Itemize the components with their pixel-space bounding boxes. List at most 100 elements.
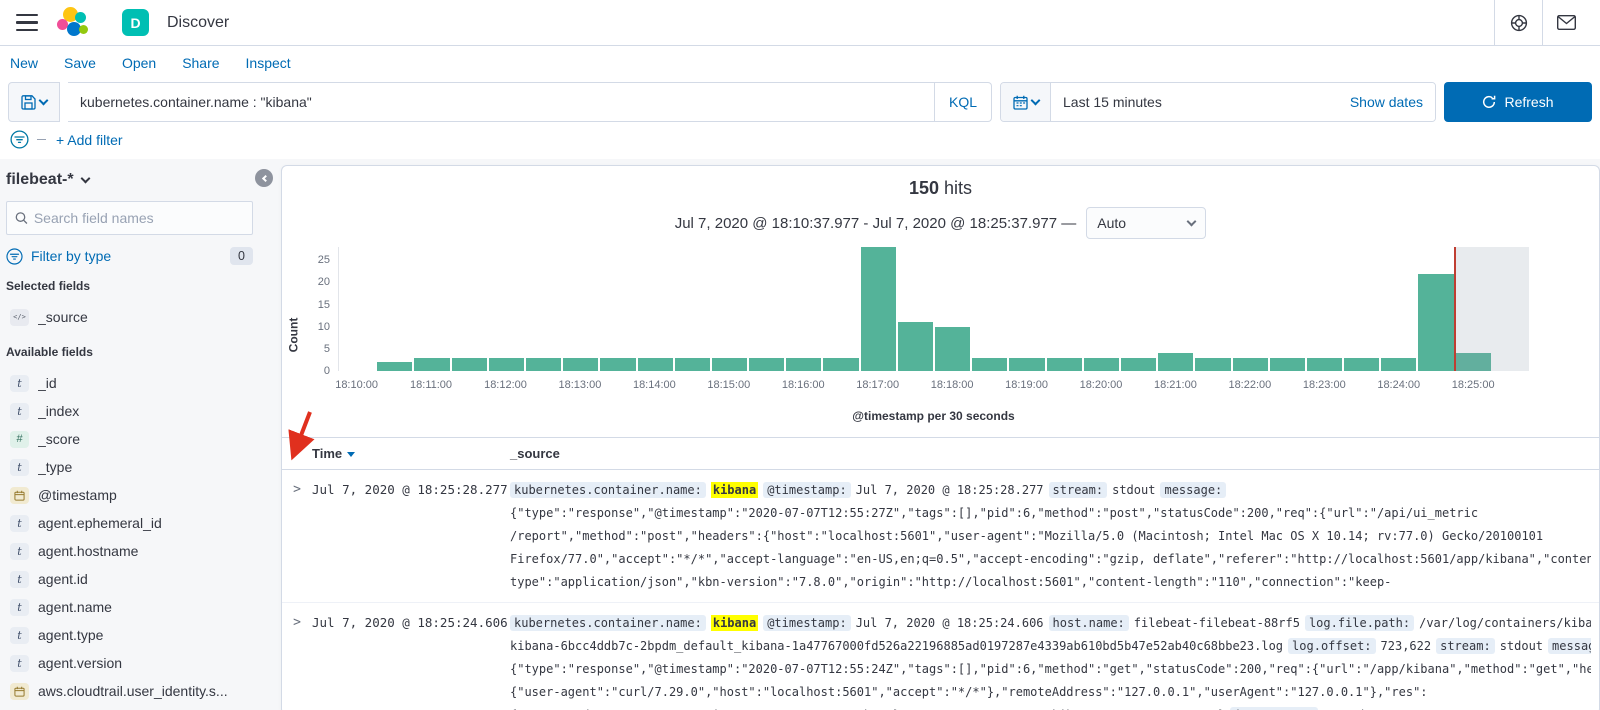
- field-item-aws.cloudtrail.user_identity.s...[interactable]: aws.cloudtrail.user_identity.s...: [6, 677, 253, 705]
- discover-content: filebeat-* Filter by type 0 Selected fie…: [0, 159, 1600, 710]
- top-navbar: D Discover: [0, 0, 1600, 46]
- field-key-badge: kubernetes.container.name:: [510, 482, 706, 498]
- histogram-bar[interactable]: [600, 357, 636, 371]
- field-item-_type[interactable]: t _type: [6, 453, 253, 481]
- field-value: Jul 7, 2020 @ 18:25:24.606: [855, 616, 1044, 630]
- discover-app-badge[interactable]: D: [122, 9, 149, 36]
- histogram-bar[interactable]: [1009, 357, 1045, 371]
- histogram-bar[interactable]: [1455, 353, 1491, 371]
- histogram-bar[interactable]: [823, 357, 859, 371]
- field-name: agent.hostname: [38, 543, 139, 559]
- histogram-bar[interactable]: [1418, 273, 1454, 371]
- field-search-box[interactable]: [6, 201, 253, 235]
- histogram-bar[interactable]: [1083, 357, 1119, 371]
- field-item-agent.version[interactable]: t agent.version: [6, 649, 253, 677]
- sort-desc-icon[interactable]: [347, 452, 356, 457]
- help-button[interactable]: [1494, 0, 1542, 45]
- histogram-bar[interactable]: [525, 357, 562, 371]
- filter-icon[interactable]: [10, 130, 29, 149]
- available-fields-list: t _id t _index # _score t _type @timestamp t agent…: [6, 369, 253, 710]
- field-item-agent.hostname[interactable]: t agent.hostname: [6, 537, 253, 565]
- histogram-bar[interactable]: [451, 357, 487, 371]
- histogram-bar[interactable]: [860, 247, 896, 371]
- field-item-azure.auditlogs.properties.ac...[interactable]: azure.auditlogs.properties.ac...: [6, 705, 253, 710]
- expand-row-chevron-icon[interactable]: >: [293, 482, 301, 497]
- field-search-input[interactable]: [33, 210, 244, 226]
- row-source: kubernetes.container.name: kibana @timesta…: [510, 479, 1599, 594]
- field-item-_index[interactable]: t _index: [6, 397, 253, 425]
- menu-item-open[interactable]: Open: [121, 55, 157, 71]
- histogram-bar[interactable]: [1046, 357, 1082, 371]
- field-name: agent.version: [38, 655, 123, 671]
- menu-item-share[interactable]: Share: [182, 55, 220, 71]
- histogram-bar[interactable]: [1120, 357, 1157, 371]
- field-item-agent.type[interactable]: t agent.type: [6, 621, 253, 649]
- field-item-agent.ephemeral_id[interactable]: t agent.ephemeral_id: [6, 509, 253, 537]
- menu-hamburger-icon[interactable]: [10, 6, 44, 40]
- index-pattern-switcher[interactable]: filebeat-*: [6, 171, 253, 189]
- y-tick-label: 25: [317, 254, 330, 267]
- histogram-bar[interactable]: [637, 357, 673, 371]
- row-time: Jul 7, 2020 @ 18:25:24.606: [312, 615, 508, 630]
- histogram-bar[interactable]: [711, 357, 748, 371]
- newsfeed-button[interactable]: [1542, 0, 1590, 45]
- histogram-bar[interactable]: [563, 357, 599, 371]
- field-name: agent.type: [38, 627, 104, 643]
- histogram-bar[interactable]: [972, 357, 1008, 371]
- field-item-@timestamp[interactable]: @timestamp: [6, 481, 253, 509]
- field-item-_source[interactable]: </> _source: [6, 303, 253, 331]
- field-key-badge: log.file.path:: [1304, 615, 1415, 631]
- saved-query-menu-button[interactable]: [8, 82, 60, 122]
- row-time: Jul 7, 2020 @ 18:25:28.277: [312, 482, 508, 497]
- x-tick-label: 18:21:00: [1154, 379, 1197, 391]
- index-pattern-name: filebeat-*: [6, 171, 74, 188]
- histogram-bar[interactable]: [897, 322, 933, 371]
- refresh-button[interactable]: Refresh: [1444, 82, 1592, 122]
- field-item-agent.id[interactable]: t agent.id: [6, 565, 253, 593]
- time-range-value[interactable]: Last 15 minutes: [1063, 94, 1162, 110]
- filter-by-type-button[interactable]: Filter by type: [31, 248, 112, 264]
- show-dates-button[interactable]: Show dates: [1349, 94, 1423, 110]
- histogram-bar[interactable]: [377, 362, 413, 371]
- quick-select-time-button[interactable]: [1001, 83, 1051, 121]
- field-value: type":"application/json","kbn-version":"…: [510, 575, 1392, 589]
- histogram-bar[interactable]: [674, 357, 710, 371]
- string-field-icon: t: [10, 598, 29, 616]
- field-item-agent.name[interactable]: t agent.name: [6, 593, 253, 621]
- menu-item-inspect[interactable]: Inspect: [245, 55, 291, 71]
- column-header-time[interactable]: Time: [282, 446, 510, 461]
- query-text[interactable]: kubernetes.container.name : "kibana": [80, 94, 312, 110]
- histogram-bar[interactable]: [935, 326, 971, 371]
- histogram-bar[interactable]: [1381, 357, 1417, 371]
- menu-item-new[interactable]: New: [10, 55, 39, 71]
- field-item-_id[interactable]: t _id: [6, 369, 253, 397]
- histogram-bar[interactable]: [488, 357, 524, 371]
- query-input[interactable]: kubernetes.container.name : "kibana" KQL: [68, 82, 992, 122]
- histogram-bar[interactable]: [749, 357, 785, 371]
- menu-item-save[interactable]: Save: [64, 55, 96, 71]
- histogram-bar[interactable]: [1195, 357, 1231, 371]
- string-field-icon: t: [10, 570, 29, 588]
- histogram-bar[interactable]: [1344, 357, 1380, 371]
- histogram-bar[interactable]: [414, 357, 450, 371]
- histogram-bar[interactable]: [1232, 357, 1268, 371]
- histogram-bar[interactable]: [1269, 357, 1305, 371]
- chart-time-range: Jul 7, 2020 @ 18:10:37.977 - Jul 7, 2020…: [674, 214, 1077, 232]
- add-filter-button[interactable]: + Add filter: [56, 131, 123, 148]
- column-header-source[interactable]: _source: [510, 446, 560, 461]
- expand-row-chevron-icon[interactable]: >: [293, 615, 301, 630]
- discover-main-panel: 150 hits Jul 7, 2020 @ 18:10:37.977 - Ju…: [281, 165, 1600, 710]
- collapse-sidebar-button[interactable]: [255, 169, 273, 187]
- histogram-bar[interactable]: [1158, 353, 1194, 371]
- interval-select[interactable]: Auto: [1086, 207, 1207, 239]
- time-range-field[interactable]: Last 15 minutes Show dates: [1051, 83, 1435, 121]
- field-item-_score[interactable]: # _score: [6, 425, 253, 453]
- hits-count: 150: [908, 178, 939, 198]
- histogram-bar[interactable]: [1306, 357, 1343, 371]
- filter-divider: [37, 139, 46, 140]
- histogram-plot[interactable]: [338, 247, 1529, 371]
- histogram-bar[interactable]: [786, 357, 822, 371]
- query-language-button[interactable]: KQL: [933, 83, 991, 121]
- hits-row: 150 hits: [282, 178, 1599, 199]
- field-key-badge: kubernetes.container.name:: [510, 615, 706, 631]
